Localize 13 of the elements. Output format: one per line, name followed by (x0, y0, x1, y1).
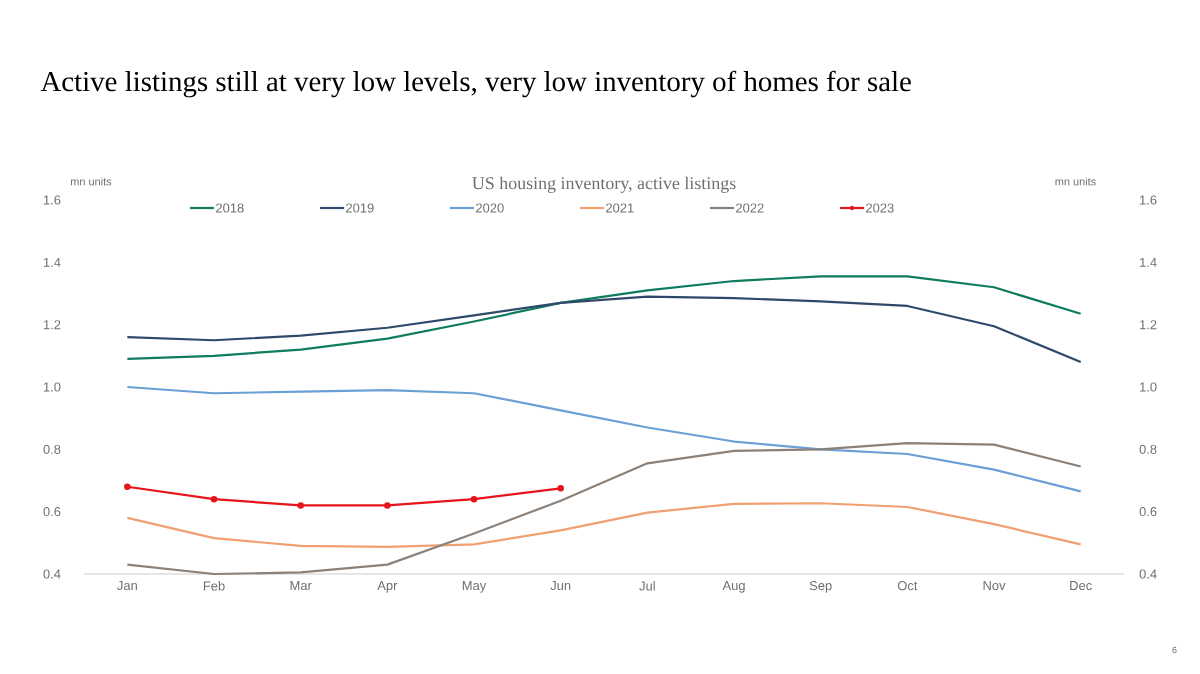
line-series (126, 385, 1082, 493)
chart-subtitle: US housing inventory, active listings (472, 176, 736, 193)
line-series (126, 441, 1082, 576)
point (297, 502, 304, 509)
point (557, 484, 564, 492)
chart-title: Active listings still at very low levels, very low inventory of homes for sale (40, 70, 911, 98)
point (470, 495, 478, 503)
line-series (126, 295, 1082, 364)
line-series (126, 275, 1082, 361)
point (384, 502, 391, 509)
line-series (126, 502, 1082, 548)
point (210, 495, 218, 503)
point (124, 483, 131, 491)
